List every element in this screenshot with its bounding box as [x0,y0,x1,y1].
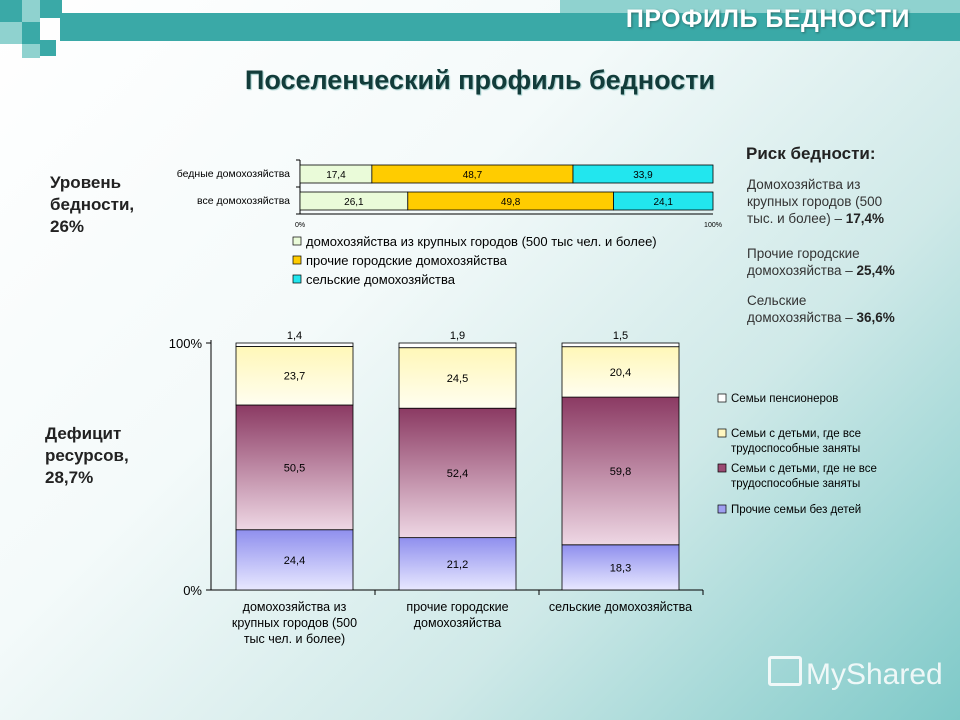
bar-segment [398,342,517,349]
data-label: 50,5 [284,462,305,474]
poverty-level-line: бедности, [50,195,135,214]
legend-label: трудоспособные заняты [731,443,860,455]
category-label: домохозяйства из [243,600,347,614]
bar-segment [561,346,680,398]
data-label: 48,7 [463,170,483,181]
decor-square [22,0,40,22]
data-label: 1,5 [613,330,628,342]
watermark-logo: MyShared [768,656,943,692]
decor-square [0,22,22,44]
risk-text: Домохозяйства из [747,177,861,192]
resource-deficit-line: ресурсов, [45,446,129,465]
bar-segment [561,342,680,348]
data-label: 24,1 [653,197,673,208]
category-label: прочие городские [406,600,508,614]
legend-swatch [292,274,302,284]
legend-swatch [292,255,302,265]
risk-text: Сельские [747,293,807,308]
risk-text: домохозяйства – 36,6% [747,310,895,325]
legend-label: домохозяйства из крупных городов (500 ты… [306,234,657,249]
risk-value: 17,4% [845,211,885,226]
bar-segment [235,346,354,406]
header-band [60,13,960,41]
category-label: сельские домохозяйства [549,600,692,614]
resource-deficit-value: 28,7% [45,468,94,487]
data-label: 26,1 [344,197,364,208]
bar-segment [572,164,714,184]
category-label: все домохозяйства [197,195,290,207]
risk-value: 36,6% [856,310,895,325]
page-title: Поселенческий профиль бедности [244,65,716,95]
risk-title: Риск бедности: [746,144,876,163]
data-label: 24,4 [284,555,305,567]
risk-text: Прочие городские [747,246,860,261]
bar-segment [398,347,517,409]
category-label: бедные домохозяйства [177,168,290,180]
risk-item: Прочие городские домохозяйства – 25,4% [747,245,947,279]
bar-segment [561,396,680,546]
y-tick-label: 100% [169,336,203,351]
data-label: 52,4 [447,468,468,480]
decor-square [40,40,56,56]
category-label: домохозяйства [414,616,502,630]
data-label: 18,3 [610,562,631,574]
data-label: 1,4 [287,330,302,342]
data-label: 1,9 [450,330,465,342]
x-tick-label: 0% [295,222,305,229]
data-label: 17,4 [326,170,346,181]
decor-square [22,44,40,58]
legend-label: Семьи с детьми, где все [731,428,861,440]
risk-text: домохозяйства – 25,4% [747,263,895,278]
decor-square [40,0,62,18]
bar-segment [235,342,354,347]
risk-item: Домохозяйства из крупных городов (500 ты… [747,176,947,227]
legend-swatch [717,428,727,438]
risk-text: тыс. и более) – 17,4% [747,211,885,226]
decor-square [22,22,40,44]
bar-segment [235,404,354,531]
legend-label: прочие городские домохозяйства [306,253,508,268]
bar-segment [613,191,714,211]
data-label: 49,8 [501,197,521,208]
resource-deficit-line: Дефицит [45,424,122,443]
legend-swatch [717,504,727,514]
risk-text: крупных городов (500 [747,194,883,209]
category-label: тыс чел. и более) [244,632,345,646]
legend-label: Семьи с детьми, где не все [731,463,877,475]
y-tick-label: 0% [183,583,202,598]
poverty-level-line: Уровень [50,173,122,192]
data-label: 21,2 [447,559,468,571]
header-title: ПРОФИЛЬ БЕДНОСТИ [625,5,910,33]
legend-swatch [717,393,727,403]
bar-segment [398,537,517,591]
legend-label: трудоспособные заняты [731,478,860,490]
watermark-text: MyShared [806,658,943,691]
bar-segment [235,529,354,591]
poverty-level-label: Уровень бедности, 26% [50,172,134,238]
data-label: 24,5 [447,373,468,385]
poverty-level-value: 26% [50,217,85,236]
data-label: 23,7 [284,371,305,383]
legend-label: Прочие семьи без детей [731,504,861,516]
logo-icon [768,656,802,686]
data-label: 20,4 [610,367,631,379]
bar-segment [561,544,680,591]
legend-swatch [292,236,302,246]
legend-label: сельские домохозяйства [306,272,456,287]
x-tick-label: 100% [704,222,722,229]
risk-value: 25,4% [856,263,895,278]
data-label: 59,8 [610,466,631,478]
legend-swatch [717,463,727,473]
risk-item: Сельские домохозяйства – 36,6% [747,292,947,326]
data-label: 33,9 [633,170,653,181]
resource-deficit-label: Дефицит ресурсов, 28,7% [45,423,129,489]
legend-label: Семьи пенсионеров [731,393,838,405]
decor-square [0,0,22,22]
category-label: крупных городов (500 [232,616,357,630]
